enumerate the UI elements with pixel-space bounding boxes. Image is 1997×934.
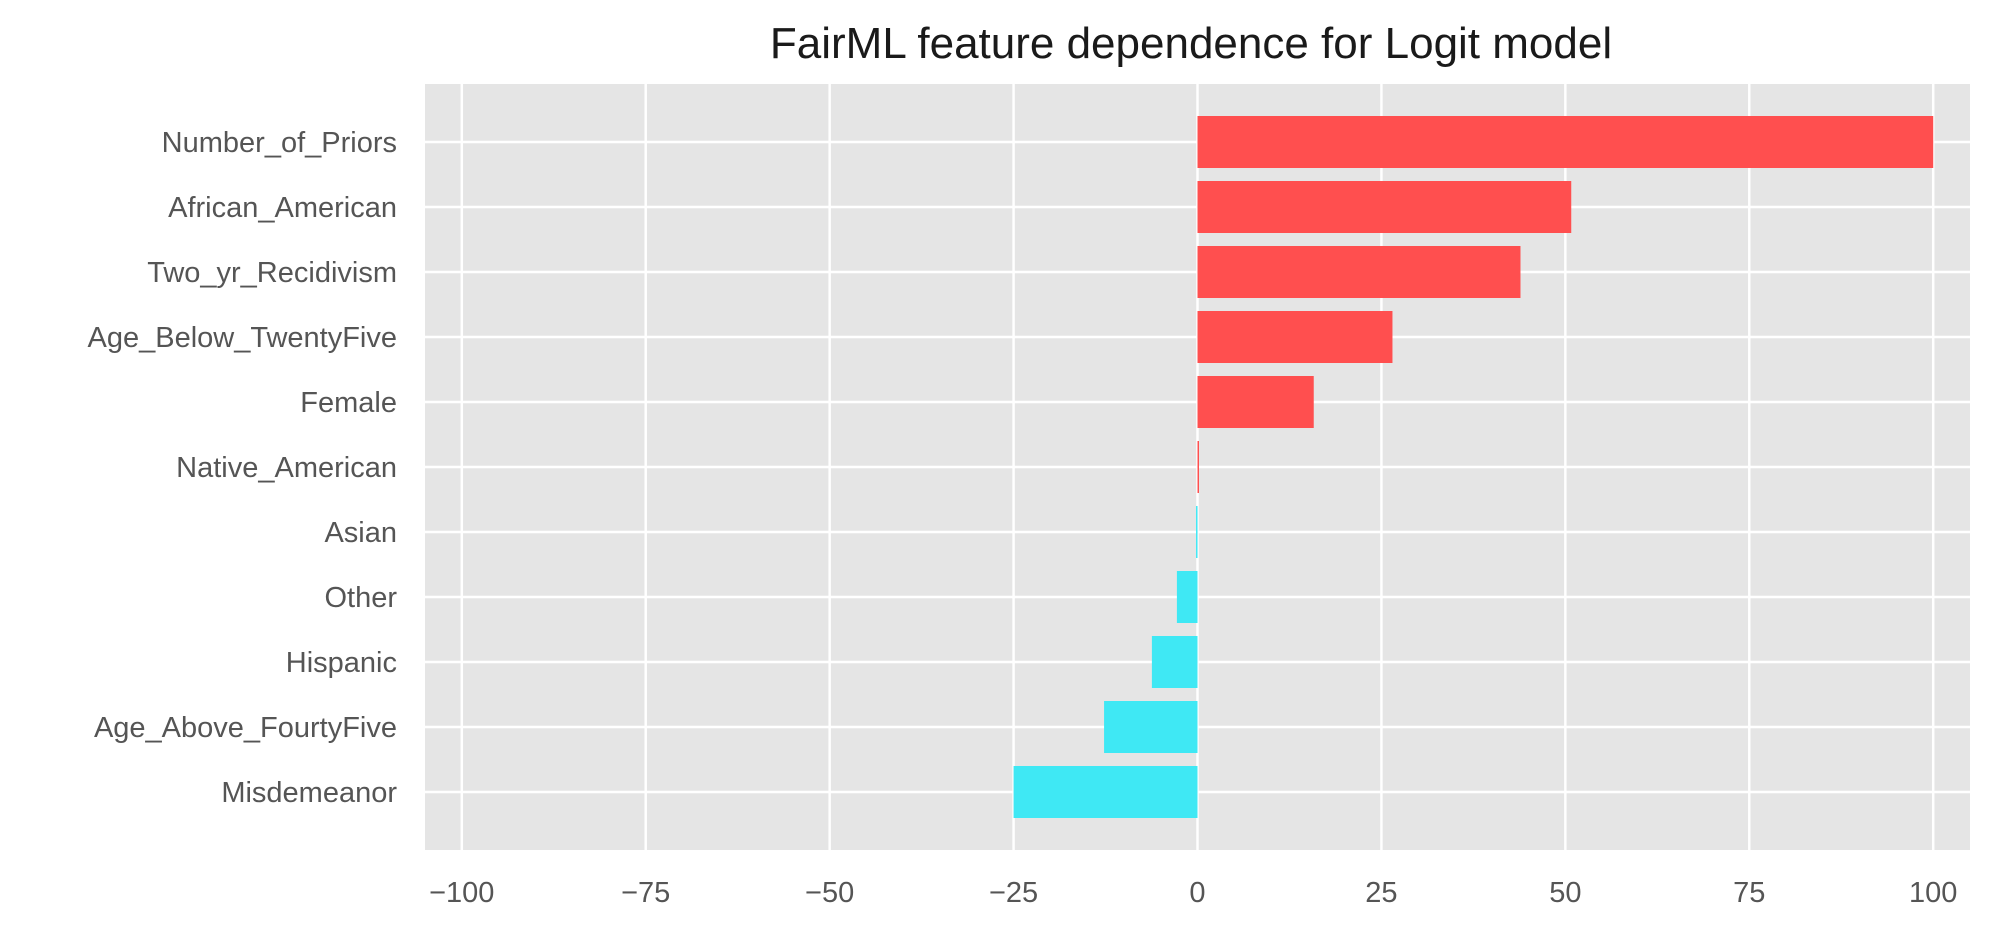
- x-tick-label: 50: [1549, 877, 1581, 909]
- y-tick-label: Misdemeanor: [221, 777, 397, 809]
- y-tick-label: Number_of_Priors: [162, 127, 397, 159]
- bar-native-american: [1197, 441, 1199, 493]
- bar-other: [1176, 571, 1198, 623]
- y-tick-label: Asian: [324, 517, 397, 549]
- x-tick-label: 0: [1189, 877, 1205, 909]
- x-tick-label: −100: [429, 877, 494, 909]
- bar-hispanic: [1151, 636, 1198, 688]
- y-tick-label: Native_American: [176, 452, 397, 484]
- bar-age-below-twentyfive: [1197, 311, 1393, 363]
- x-tick-label: 75: [1733, 877, 1765, 909]
- bar-misdemeanor: [1013, 766, 1198, 818]
- x-tick-label: 100: [1909, 877, 1957, 909]
- chart-title: FairML feature dependence for Logit mode…: [770, 19, 1612, 68]
- bar-age-above-fourtyfive: [1104, 701, 1198, 753]
- x-tick-label: −75: [621, 877, 670, 909]
- x-tick-label: 25: [1365, 877, 1397, 909]
- y-tick-label: Age_Below_TwentyFive: [88, 322, 398, 354]
- y-tick-label: Age_Above_FourtyFive: [94, 712, 397, 744]
- y-tick-label: Female: [300, 387, 397, 419]
- y-tick-labels: Number_of_Priors African_American Two_yr_R…: [88, 127, 398, 809]
- x-tick-label: −25: [989, 877, 1038, 909]
- y-tick-label: Other: [324, 582, 397, 614]
- y-tick-label: Hispanic: [286, 647, 397, 679]
- y-tick-label: African_American: [168, 192, 397, 224]
- bar-african-american: [1197, 181, 1572, 233]
- y-tick-label: Two_yr_Recidivism: [147, 257, 397, 289]
- x-tick-label: −50: [805, 877, 854, 909]
- bars: [1013, 116, 1934, 818]
- bar-asian: [1196, 506, 1198, 558]
- bar-two-yr-recidivism: [1197, 246, 1521, 298]
- bar-number-of-priors: [1197, 116, 1934, 168]
- bar-female: [1197, 376, 1314, 428]
- x-tick-labels: −100 −75 −50 −25 0 25 50 75 100: [429, 877, 1957, 909]
